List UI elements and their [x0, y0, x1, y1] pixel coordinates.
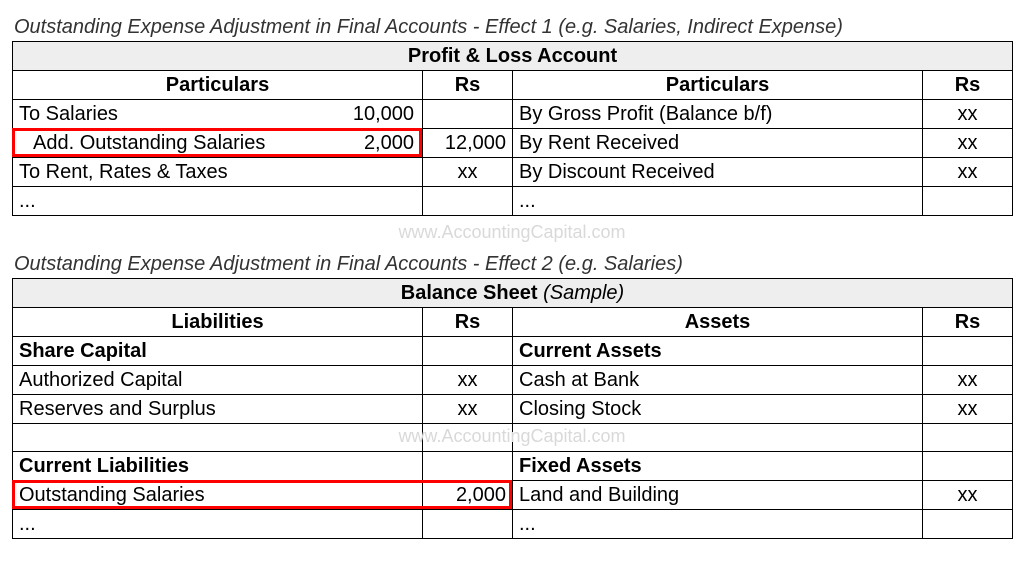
pl-right-label: ... — [513, 187, 923, 216]
bs-left-rs — [423, 510, 513, 539]
bs-right-rs — [923, 452, 1013, 481]
bs-left-label: Share Capital — [13, 337, 423, 366]
pl-right-rs: xx — [923, 129, 1013, 158]
pl-right-label: By Gross Profit (Balance b/f) — [513, 100, 923, 129]
bs-left-label: Reserves and Surplus — [13, 395, 423, 424]
pl-left-rs: 12,000 — [423, 129, 513, 158]
table-row: Authorized Capital xx Cash at Bank xx — [13, 366, 1013, 395]
pl-left-subval: 10,000 — [353, 102, 414, 126]
bs-hdr-right-rs: Rs — [923, 308, 1013, 337]
pl-title-row: Profit & Loss Account — [13, 42, 1013, 71]
pl-left-label: ... — [13, 187, 423, 216]
table-row: Reserves and Surplus xx Closing Stock xx — [13, 395, 1013, 424]
bs-right-rs: xx — [923, 395, 1013, 424]
pl-title: Profit & Loss Account — [13, 42, 1013, 71]
bs-hdr-left-part: Liabilities — [13, 308, 423, 337]
table-row: ... ... — [13, 510, 1013, 539]
pl-table: Profit & Loss Account Particulars Rs Par… — [12, 41, 1013, 216]
table-row: To Salaries 10,000 By Gross Profit (Bala… — [13, 100, 1013, 129]
pl-hdr-right-part: Particulars — [513, 71, 923, 100]
pl-hdr-right-rs: Rs — [923, 71, 1013, 100]
pl-right-label: By Rent Received — [513, 129, 923, 158]
pl-left-rs — [423, 187, 513, 216]
bs-left-label: ... — [13, 510, 423, 539]
pl-header-row: Particulars Rs Particulars Rs — [13, 71, 1013, 100]
bs-table: Balance Sheet (Sample) Liabilities Rs As… — [12, 278, 1013, 539]
table-row: To Rent, Rates & Taxes xx By Discount Re… — [13, 158, 1013, 187]
bs-left-rs-highlight: 2,000 — [423, 481, 513, 510]
bs-title-row: Balance Sheet (Sample) — [13, 279, 1013, 308]
bs-left-rs: xx — [423, 395, 513, 424]
watermark-text-2: www.AccountingCapital.com — [12, 426, 1012, 447]
pl-right-rs: xx — [923, 158, 1013, 187]
bs-right-label: Closing Stock — [513, 395, 923, 424]
bs-hdr-right-part: Assets — [513, 308, 923, 337]
bs-hdr-left-rs: Rs — [423, 308, 513, 337]
pl-hdr-left-part: Particulars — [13, 71, 423, 100]
bs-right-label: Current Assets — [513, 337, 923, 366]
bs-right-label: ... — [513, 510, 923, 539]
pl-right-rs: xx — [923, 100, 1013, 129]
table-row: Share Capital Current Assets — [13, 337, 1013, 366]
pl-right-label: By Discount Received — [513, 158, 923, 187]
bs-right-label: Land and Building — [513, 481, 923, 510]
pl-left-cell: To Salaries 10,000 — [13, 100, 423, 129]
bs-right-rs: xx — [923, 366, 1013, 395]
bs-right-rs — [923, 510, 1013, 539]
section2-caption: Outstanding Expense Adjustment in Final … — [14, 253, 1012, 276]
bs-left-rs — [423, 337, 513, 366]
table-row: Outstanding Salaries 2,000 Land and Buil… — [13, 481, 1013, 510]
pl-left-cell-highlight: Add. Outstanding Salaries 2,000 — [13, 129, 423, 158]
bs-right-rs — [923, 337, 1013, 366]
bs-left-rs — [423, 452, 513, 481]
section1-caption: Outstanding Expense Adjustment in Final … — [14, 16, 1012, 39]
table-row: ... ... — [13, 187, 1013, 216]
bs-title: Balance Sheet — [401, 282, 538, 304]
table-row: Add. Outstanding Salaries 2,000 12,000 B… — [13, 129, 1013, 158]
bs-left-rs: xx — [423, 366, 513, 395]
bs-header-row: Liabilities Rs Assets Rs — [13, 308, 1013, 337]
bs-left-label-highlight: Outstanding Salaries — [13, 481, 423, 510]
pl-left-label: To Rent, Rates & Taxes — [13, 158, 423, 187]
pl-left-label: To Salaries — [19, 102, 118, 126]
bs-left-label: Authorized Capital — [13, 366, 423, 395]
pl-hdr-left-rs: Rs — [423, 71, 513, 100]
pl-left-label-indent: Add. Outstanding Salaries — [19, 131, 265, 155]
watermark-text: www.AccountingCapital.com — [12, 222, 1012, 243]
pl-left-rs: xx — [423, 158, 513, 187]
bs-right-rs: xx — [923, 481, 1013, 510]
pl-right-rs — [923, 187, 1013, 216]
bs-right-label: Cash at Bank — [513, 366, 923, 395]
table-row: Current Liabilities Fixed Assets — [13, 452, 1013, 481]
bs-title-cell: Balance Sheet (Sample) — [13, 279, 1013, 308]
bs-title-suffix: (Sample) — [543, 282, 624, 304]
pl-left-rs — [423, 100, 513, 129]
bs-right-label: Fixed Assets — [513, 452, 923, 481]
pl-left-subval: 2,000 — [364, 131, 414, 155]
bs-left-label: Current Liabilities — [13, 452, 423, 481]
